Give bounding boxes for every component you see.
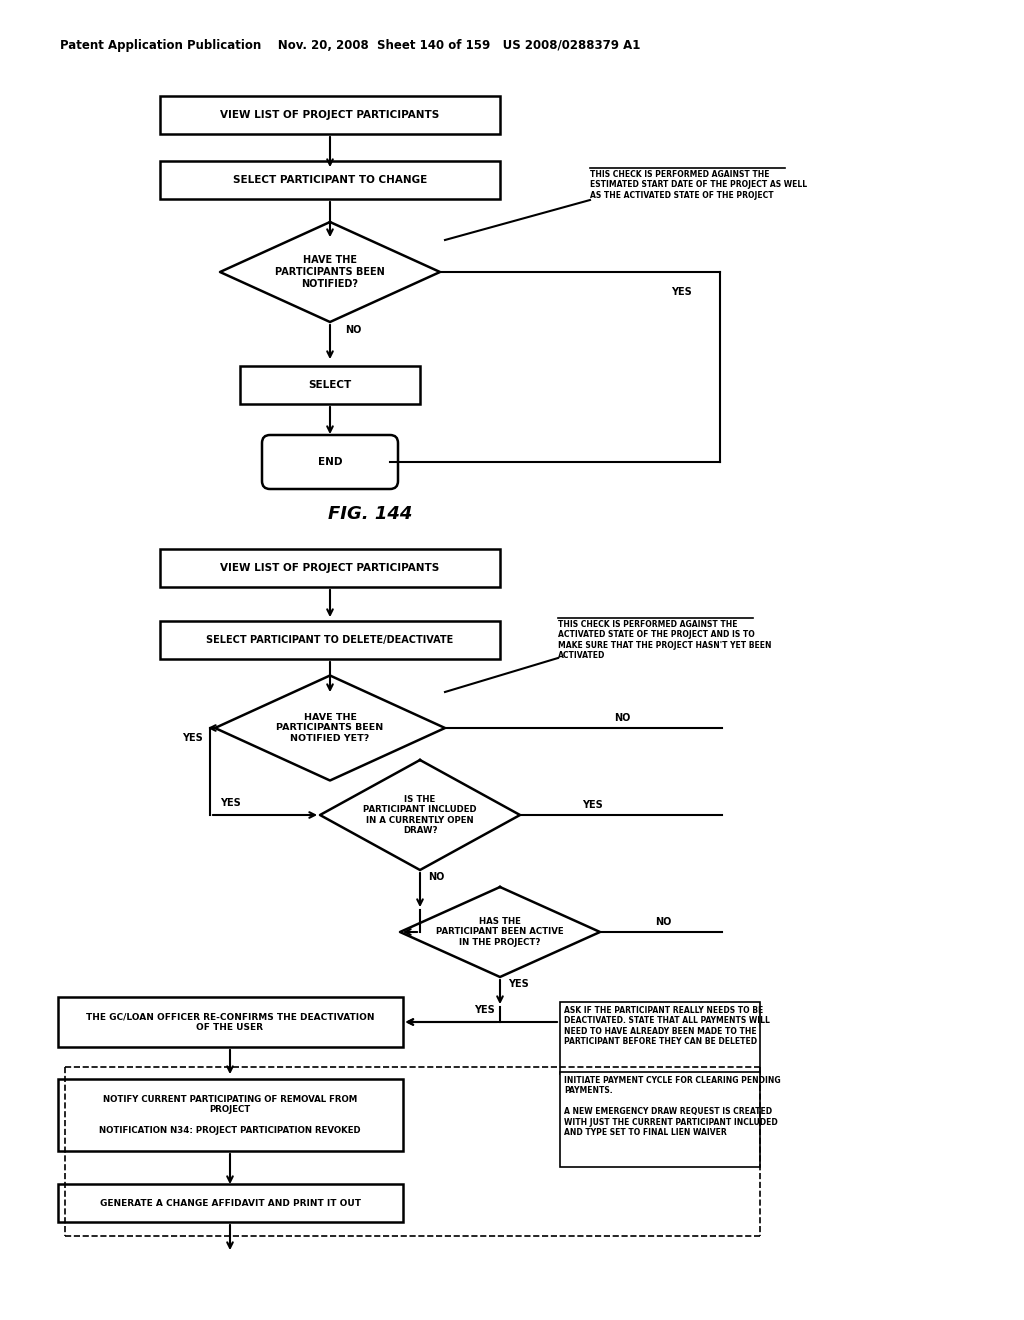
Text: SELECT PARTICIPANT TO DELETE/DEACTIVATE: SELECT PARTICIPANT TO DELETE/DEACTIVATE bbox=[207, 635, 454, 645]
Text: NO: NO bbox=[655, 917, 672, 927]
Text: NOTIFY CURRENT PARTICIPATING OF REMOVAL FROM
PROJECT

NOTIFICATION N34: PROJECT : NOTIFY CURRENT PARTICIPATING OF REMOVAL … bbox=[99, 1094, 360, 1135]
FancyBboxPatch shape bbox=[560, 1002, 760, 1074]
FancyBboxPatch shape bbox=[160, 96, 500, 135]
FancyBboxPatch shape bbox=[160, 549, 500, 587]
Text: ASK IF THE PARTICIPANT REALLY NEEDS TO BE
DEACTIVATED. STATE THAT ALL PAYMENTS W: ASK IF THE PARTICIPANT REALLY NEEDS TO B… bbox=[564, 1006, 770, 1047]
Polygon shape bbox=[319, 760, 520, 870]
Text: HAVE THE
PARTICIPANTS BEEN
NOTIFIED?: HAVE THE PARTICIPANTS BEEN NOTIFIED? bbox=[275, 255, 385, 289]
FancyBboxPatch shape bbox=[57, 1184, 402, 1222]
Text: VIEW LIST OF PROJECT PARTICIPANTS: VIEW LIST OF PROJECT PARTICIPANTS bbox=[220, 110, 439, 120]
Text: YES: YES bbox=[508, 979, 528, 989]
Text: GENERATE A CHANGE AFFIDAVIT AND PRINT IT OUT: GENERATE A CHANGE AFFIDAVIT AND PRINT IT… bbox=[99, 1199, 360, 1208]
FancyBboxPatch shape bbox=[160, 161, 500, 199]
Text: IS THE
PARTICIPANT INCLUDED
IN A CURRENTLY OPEN
DRAW?: IS THE PARTICIPANT INCLUDED IN A CURRENT… bbox=[364, 795, 477, 836]
Text: YES: YES bbox=[474, 1005, 495, 1015]
FancyBboxPatch shape bbox=[57, 997, 402, 1047]
Text: SELECT PARTICIPANT TO CHANGE: SELECT PARTICIPANT TO CHANGE bbox=[232, 176, 427, 185]
Polygon shape bbox=[220, 222, 440, 322]
FancyBboxPatch shape bbox=[560, 1072, 760, 1167]
Polygon shape bbox=[400, 887, 600, 977]
Text: THIS CHECK IS PERFORMED AGAINST THE
ESTIMATED START DATE OF THE PROJECT AS WELL
: THIS CHECK IS PERFORMED AGAINST THE ESTI… bbox=[590, 170, 807, 199]
Text: Patent Application Publication    Nov. 20, 2008  Sheet 140 of 159   US 2008/0288: Patent Application Publication Nov. 20, … bbox=[60, 38, 640, 51]
Text: THE GC/LOAN OFFICER RE-CONFIRMS THE DEACTIVATION
OF THE USER: THE GC/LOAN OFFICER RE-CONFIRMS THE DEAC… bbox=[86, 1012, 374, 1032]
Text: VIEW LIST OF PROJECT PARTICIPANTS: VIEW LIST OF PROJECT PARTICIPANTS bbox=[220, 564, 439, 573]
Text: THIS CHECK IS PERFORMED AGAINST THE
ACTIVATED STATE OF THE PROJECT AND IS TO
MAK: THIS CHECK IS PERFORMED AGAINST THE ACTI… bbox=[558, 620, 771, 660]
Text: YES: YES bbox=[582, 800, 602, 810]
Text: HAVE THE
PARTICIPANTS BEEN
NOTIFIED YET?: HAVE THE PARTICIPANTS BEEN NOTIFIED YET? bbox=[276, 713, 384, 743]
FancyBboxPatch shape bbox=[160, 620, 500, 659]
Text: HAS THE
PARTICIPANT BEEN ACTIVE
IN THE PROJECT?: HAS THE PARTICIPANT BEEN ACTIVE IN THE P… bbox=[436, 917, 564, 946]
Text: NO: NO bbox=[428, 873, 444, 882]
FancyBboxPatch shape bbox=[57, 1078, 402, 1151]
Text: YES: YES bbox=[182, 733, 203, 743]
Polygon shape bbox=[215, 676, 445, 780]
Text: SELECT: SELECT bbox=[308, 380, 351, 389]
Text: YES: YES bbox=[220, 799, 241, 808]
FancyBboxPatch shape bbox=[262, 436, 398, 488]
Text: END: END bbox=[317, 457, 342, 467]
FancyBboxPatch shape bbox=[240, 366, 420, 404]
Text: INITIATE PAYMENT CYCLE FOR CLEARING PENDING
PAYMENTS.

A NEW EMERGENCY DRAW REQU: INITIATE PAYMENT CYCLE FOR CLEARING PEND… bbox=[564, 1076, 780, 1137]
Text: NO: NO bbox=[345, 325, 361, 335]
Text: FIG. 144: FIG. 144 bbox=[328, 506, 413, 523]
Text: YES: YES bbox=[672, 286, 692, 297]
Text: NO: NO bbox=[613, 713, 630, 723]
